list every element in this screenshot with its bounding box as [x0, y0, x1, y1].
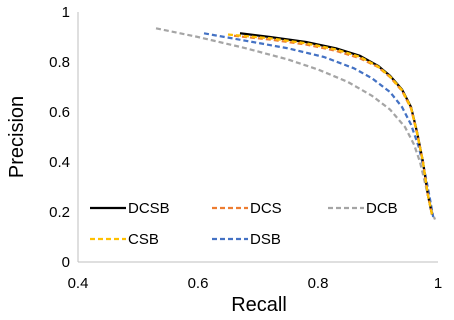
- x-tick-label: 0.4: [68, 275, 89, 292]
- x-tick-labels: 0.4 0.6 0.8 1: [68, 275, 443, 292]
- legend: DCSB DCS DCB CSB DSB: [90, 200, 398, 248]
- legend-label-dsb: DSB: [250, 231, 281, 248]
- x-axis-title: Recall: [231, 294, 287, 316]
- y-tick-label: 0.4: [49, 154, 70, 171]
- legend-label-dcb: DCB: [366, 200, 398, 217]
- y-axis-title: Precision: [6, 96, 28, 178]
- y-tick-label: 1: [62, 4, 70, 21]
- series-line-dcsb: [239, 32, 434, 215]
- x-tick-label: 1: [434, 275, 442, 292]
- series-line-csb: [227, 33, 434, 215]
- series-line-dcs: [233, 34, 434, 215]
- series-line-dsb: [203, 32, 435, 218]
- legend-label-dcsb: DCSB: [128, 200, 170, 217]
- y-tick-label: 0.6: [49, 104, 70, 121]
- y-tick-label: 0.2: [49, 204, 70, 221]
- y-tick-labels: 0 0.2 0.4 0.6 0.8 1: [49, 4, 70, 271]
- x-tick-label: 0.6: [188, 275, 209, 292]
- y-tick-label: 0.8: [49, 54, 70, 71]
- y-tick-label: 0: [62, 254, 70, 271]
- legend-label-dcs: DCS: [250, 200, 282, 217]
- plot-lines: [155, 27, 437, 220]
- x-tick-label: 0.8: [308, 275, 329, 292]
- series-line-dcb: [155, 27, 437, 220]
- legend-label-csb: CSB: [128, 231, 159, 248]
